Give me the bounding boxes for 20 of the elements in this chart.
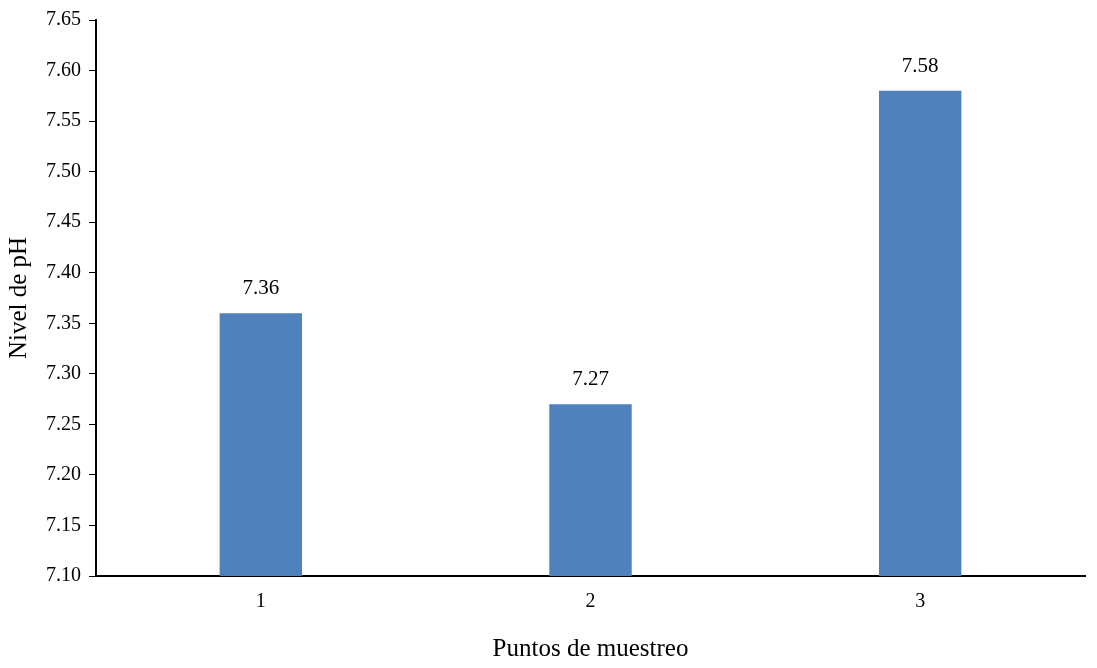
y-tick-label: 7.25 (46, 411, 81, 434)
x-tick-label: 2 (585, 589, 596, 612)
data-label: 7.27 (572, 366, 609, 391)
x-tick-label: 1 (255, 589, 266, 612)
y-tick-label: 7.45 (46, 209, 81, 232)
x-tick-label: 3 (915, 589, 926, 612)
y-tick-label: 7.20 (46, 462, 81, 485)
y-tick-label: 7.60 (46, 57, 81, 80)
data-label: 7.58 (901, 52, 939, 77)
y-tick-label: 7.15 (46, 512, 81, 535)
y-tick-label: 7.65 (46, 7, 81, 30)
y-tick-label: 7.55 (46, 108, 81, 131)
y-tick-label: 7.30 (46, 361, 81, 384)
y-axis-title: Nivel de pH (3, 236, 31, 360)
y-tick-label: 7.50 (46, 158, 81, 181)
x-axis-title: Puntos de muestreo (492, 633, 689, 661)
data-label: 7.36 (242, 275, 280, 300)
y-tick-label: 7.40 (46, 259, 81, 282)
y-tick-label: 7.35 (46, 310, 81, 333)
y-tick-label: 7.10 (46, 563, 81, 586)
